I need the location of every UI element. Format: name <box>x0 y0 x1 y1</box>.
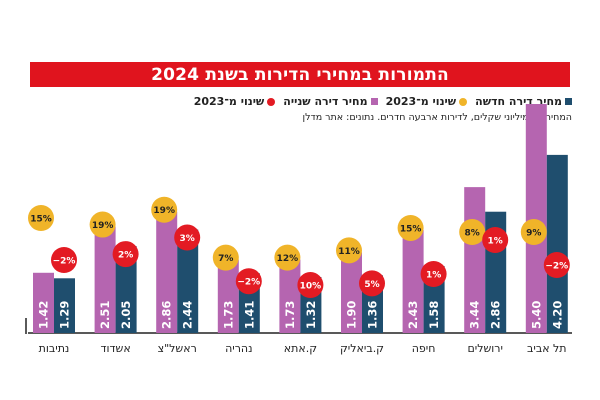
legend-label-new-change: שינוי מ־2023 <box>385 95 457 108</box>
bar-value-label: 3.44 <box>468 301 482 329</box>
change-badge-second-hand <box>151 196 178 223</box>
change-badge-new <box>174 224 201 251</box>
legend-swatch-second-change <box>267 97 276 106</box>
change-badge-second-hand <box>397 214 424 241</box>
bar-value-label: 4.20 <box>550 301 564 329</box>
bar-second-hand-price <box>279 259 301 333</box>
change-badge-second-hand-label: 9% <box>526 229 541 239</box>
bar-second-hand-price <box>94 226 116 333</box>
legend-item-new-change: שינוי מ־2023 <box>386 95 468 108</box>
bar-new-price <box>115 246 137 333</box>
legend-item-second-change: שינוי מ־2023 <box>194 95 276 108</box>
bar-value-label: 1.32 <box>304 301 318 329</box>
change-badge-new-label: 1% <box>426 270 441 280</box>
bar-second-hand-price <box>402 229 424 333</box>
bar-value-label: 2.86 <box>160 301 174 329</box>
change-badge-new-label: −2% <box>545 262 568 272</box>
change-badge-second-hand <box>459 219 486 245</box>
change-badge-new <box>420 260 447 287</box>
change-badge-new-label: 5% <box>364 280 379 290</box>
bar-new-price <box>177 229 199 333</box>
change-badge-new <box>235 268 262 295</box>
change-badge-new <box>543 252 570 278</box>
change-badge-second-hand <box>274 244 301 271</box>
change-badge-second-hand-label: 19% <box>92 221 114 231</box>
legend-swatch-second-price <box>370 98 378 105</box>
bar-second-hand-price <box>156 211 178 333</box>
change-badge-second-hand-label: 15% <box>400 224 422 234</box>
change-badge-new-label: 3% <box>180 234 195 244</box>
bar-value-label: 1.42 <box>37 301 51 329</box>
bar-value-label: 1.36 <box>366 301 380 329</box>
bar-value-label: 1.41 <box>242 301 256 329</box>
change-badge-new-label: 1% <box>488 237 503 247</box>
change-badge-second-hand-label: 15% <box>30 215 52 225</box>
chart-subtitle: המחירים במיליוני שקלים, לדירות ארבעה חדר… <box>302 112 572 123</box>
chart-legend: מחיר דירה חדשה שינוי מ־2023 מחיר דירה שנ… <box>190 95 572 108</box>
bar-value-label: 2.43 <box>406 301 420 329</box>
x-tick-label: תל אביב <box>527 342 567 355</box>
change-badge-new-label: 2% <box>118 251 133 261</box>
change-badge-new-label: −2% <box>53 257 76 267</box>
x-tick-label: חיפה <box>412 342 436 355</box>
bar-new-price <box>54 278 75 333</box>
x-tick-label: ירושלים <box>467 342 502 355</box>
bar-value-label: 2.51 <box>98 301 112 329</box>
x-tick-label: נתיבות <box>39 342 70 355</box>
change-badge-new <box>51 247 77 273</box>
change-badge-second-hand-label: 8% <box>465 229 480 239</box>
change-badge-second-hand-label: 19% <box>153 206 175 216</box>
bar-second-hand-price <box>217 259 239 333</box>
change-badge-second-hand-label: 11% <box>338 247 360 257</box>
bar-value-label: 1.90 <box>345 301 359 329</box>
bar-second-hand-price <box>341 252 362 333</box>
bar-value-label: 1.58 <box>427 301 441 329</box>
bar-new-price <box>546 154 568 333</box>
bar-second-hand-price <box>33 272 54 333</box>
change-badge-second-hand <box>212 244 239 271</box>
legend-swatch-new-change <box>459 97 468 106</box>
bar-value-label: 1.73 <box>221 301 235 329</box>
x-tick-label: ק.אתא <box>284 342 317 355</box>
legend-label-second-price: מחיר דירה שנייה <box>283 95 368 108</box>
legend-swatch-new-price <box>565 98 572 105</box>
x-tick-label: אשדוד <box>101 342 131 355</box>
change-badge-new <box>482 227 509 253</box>
change-badge-new <box>359 270 385 297</box>
change-badge-new-label: 10% <box>300 282 322 292</box>
legend-label-second-change: שינוי מ־2023 <box>193 95 265 108</box>
change-badge-second-hand <box>520 219 547 245</box>
change-badge-second-hand <box>28 205 54 231</box>
bar-value-label: 2.05 <box>119 301 133 329</box>
x-tick-label: ראשל"צ <box>158 342 197 355</box>
x-tick-label: נהריה <box>225 342 252 355</box>
bar-value-label: 2.86 <box>489 301 503 329</box>
change-badge-second-hand <box>336 237 362 264</box>
change-badge-new <box>112 241 139 268</box>
change-badge-new-label: −2% <box>237 278 260 288</box>
bar-value-label: 5.40 <box>529 301 543 329</box>
x-tick-label: ק.ביאליק <box>340 342 384 355</box>
change-badge-second-hand <box>89 211 116 238</box>
bar-second-hand-price <box>525 104 547 333</box>
bar-value-label: 2.44 <box>181 301 195 329</box>
bar-value-label: 1.73 <box>283 301 297 329</box>
change-badge-second-hand-label: 7% <box>218 254 233 264</box>
change-badge-new <box>297 272 324 299</box>
legend-item-second-price: מחיר דירה שנייה <box>283 95 378 108</box>
change-badge-second-hand-label: 12% <box>277 254 299 264</box>
chart-title: התמורות במחירי הדירות בשנת 2024 <box>30 62 570 87</box>
bar-value-label: 1.29 <box>58 301 72 329</box>
